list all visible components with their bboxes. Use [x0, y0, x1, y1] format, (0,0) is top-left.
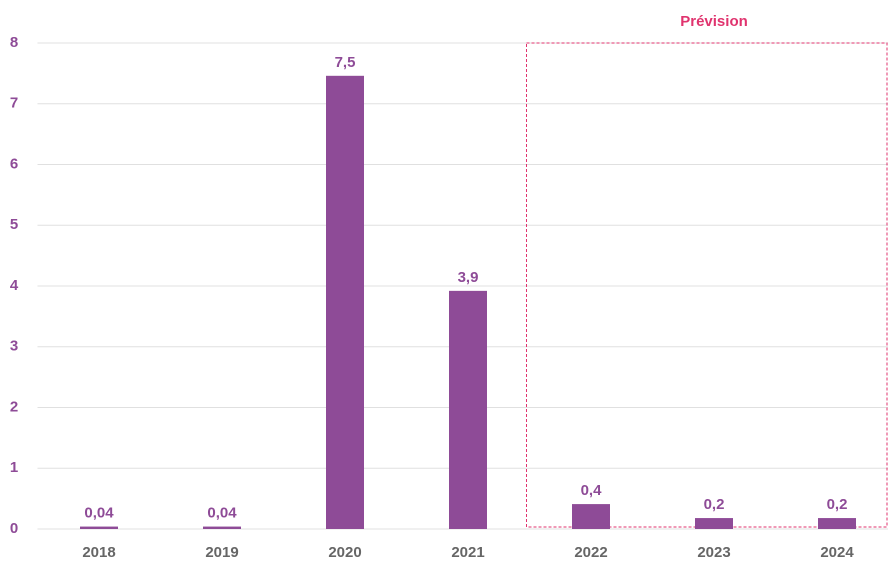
x-tick-label: 2024: [820, 544, 854, 561]
x-tick-label: 2020: [328, 544, 361, 561]
value-label: 3,9: [458, 269, 479, 286]
value-label: 0,04: [84, 505, 114, 522]
bar: [818, 518, 856, 529]
value-label: 0,04: [207, 505, 237, 522]
y-tick-label: 7: [10, 95, 18, 112]
y-tick-label: 6: [10, 155, 18, 172]
value-label: 0,2: [704, 496, 725, 513]
value-label: 0,2: [827, 496, 848, 513]
value-label: 7,5: [335, 54, 356, 71]
x-tick-label: 2021: [451, 544, 484, 561]
x-tick-label: 2022: [574, 544, 607, 561]
x-tick-label: 2019: [205, 544, 238, 561]
bar: [203, 526, 241, 529]
y-tick-label: 5: [10, 216, 18, 233]
value-label: 0,4: [581, 482, 603, 499]
y-tick-label: 2: [10, 398, 18, 415]
bar: [572, 504, 610, 529]
x-tick-label: 2018: [82, 544, 115, 561]
bar: [695, 518, 733, 529]
bar: [449, 290, 487, 529]
y-tick-label: 0: [10, 520, 18, 537]
y-tick-label: 8: [10, 34, 18, 51]
x-tick-label: 2023: [697, 544, 730, 561]
y-tick-label: 3: [10, 338, 18, 355]
bar: [326, 75, 364, 530]
y-tick-label: 1: [10, 459, 18, 476]
forecast-box: [526, 42, 888, 528]
bar: [80, 526, 118, 529]
forecast-label: Prévision: [680, 13, 748, 30]
y-tick-label: 4: [10, 277, 19, 294]
